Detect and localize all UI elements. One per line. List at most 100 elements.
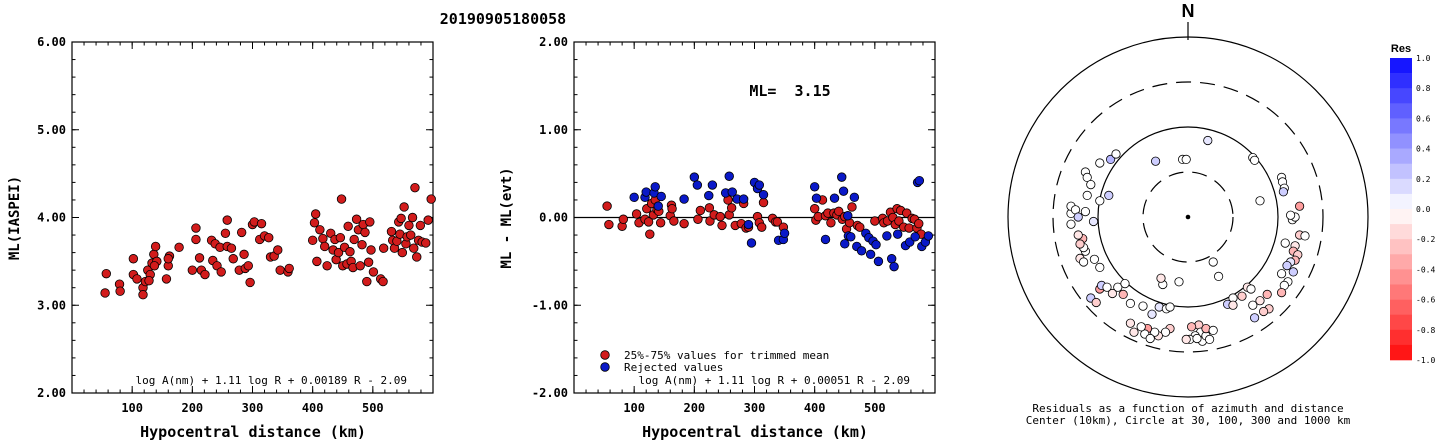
station-point [222,215,232,225]
station-residual-point [1138,301,1148,311]
station-residual-point [1228,300,1238,310]
y-tick-label: 5.00 [37,123,66,137]
station-point [378,276,388,287]
station-point [368,267,379,277]
x-tick-label: 300 [242,401,264,415]
y-tick-label: 2.00 [539,35,568,49]
station-point [161,274,172,284]
accepted-point [904,223,914,233]
station-residual-point [1165,302,1175,312]
accepted-point [726,203,737,213]
station-residual-point [1066,219,1076,229]
residual-vs-distance-plot: 100 200 300 400 500 -2.00 -1.00 0.00 1.00 2.00 ML… [499,35,936,441]
station-residual-point [1286,210,1296,220]
colorbar-tick-label: -0.2 [1416,235,1435,244]
legend-marker-rejected [600,362,610,372]
station-residual-point [1091,297,1101,308]
colorbar-cell [1390,299,1412,315]
station-point [360,227,370,238]
range-circle-30km [1142,171,1234,263]
x-tick-label: 200 [683,401,705,415]
rejected-point [746,238,757,248]
x-axis-label: Hypocentral distance (km) [140,423,366,441]
colorbar-cell [1390,269,1412,285]
rejected-point [679,194,689,204]
colorbar-cell [1390,118,1412,134]
colorbar-cell [1390,103,1412,119]
station-residual-point [1086,180,1096,190]
colorbar-cell [1390,133,1412,149]
rejected-point [871,240,881,250]
y-tick-label: 3.00 [37,298,66,312]
accepted-point [715,211,725,222]
axis-ticks: 100 200 300 400 500 -2.00 -1.00 0.00 1.00 2.00 [532,35,936,415]
station-point [363,257,374,267]
station-residual-point [1102,282,1112,292]
accepted-point [914,218,924,229]
station-point [226,243,237,253]
station-residual-point [1150,327,1160,337]
station-point [220,228,231,238]
station-residual-point [1075,239,1085,249]
magnitude-formula: log A(nm) + 1.11 log R + 0.00189 R - 2.0… [135,374,407,387]
axis-ticks: 100 200 300 400 500 2.00 3.00 4.00 5.00 6.00 [37,35,434,415]
legend: 25%-75% values for trimmed mean Rejected… [600,349,829,374]
accepted-point [834,206,844,217]
station-residual-point [1174,277,1184,287]
station-point [284,263,294,274]
colorbar-tick-label: -0.6 [1416,296,1435,305]
rejected-point [856,246,867,256]
station-point [236,227,247,238]
accepted-point [870,216,880,226]
x-tick-label: 100 [623,401,645,415]
accepted-point [679,218,689,229]
rejected-point [656,191,666,202]
station-residual-point [1160,327,1171,337]
station-point [245,277,255,288]
station-point [144,275,154,286]
legend-label-accepted: 25%-75% values for trimmed mean [624,349,829,362]
accepted-point [695,205,706,216]
station-point [191,234,201,245]
station-point [421,238,431,248]
colorbar-cell [1390,209,1412,225]
range-circle-300km [1052,81,1324,353]
station-point [187,265,198,275]
rejected-point [629,192,639,203]
station-residual-point [1187,322,1197,332]
station-residual-point [1080,207,1091,217]
station-point [365,217,375,227]
colorbar-cell [1390,329,1412,346]
accepted-point [631,209,642,219]
caption-line-1: Residuals as a function of azimuth and d… [1032,402,1343,415]
legend-marker-accepted [600,350,610,360]
rejected-point [846,232,856,242]
colorbar-cell [1390,193,1412,210]
station-point [191,223,201,233]
rejected-point [849,192,860,203]
colorbar-cell [1390,178,1412,195]
rejected-point [641,187,651,197]
colorbar-cell [1390,284,1412,300]
station-point [132,274,142,284]
station-point [333,247,344,258]
rejected-point [837,172,847,182]
station-point [399,202,409,212]
colorbar-title: Res [1391,43,1411,55]
data-points [100,182,436,300]
station-point [310,209,321,219]
station-residual-point [1151,156,1161,166]
station-point [426,194,436,204]
station-point [378,243,389,253]
accepted-point [618,214,629,224]
azimuth-residual-map: N Residuals as a function of azimuth and… [1007,1,1369,427]
accepted-point [758,197,769,208]
rejected-point [840,239,850,249]
accepted-point [894,216,904,226]
x-tick-label: 400 [804,401,826,415]
station-point [243,261,253,271]
epicenter-marker [1185,214,1191,220]
accepted-point [847,202,857,212]
colorbar-cells [1390,58,1412,361]
rejected-point [838,186,849,196]
